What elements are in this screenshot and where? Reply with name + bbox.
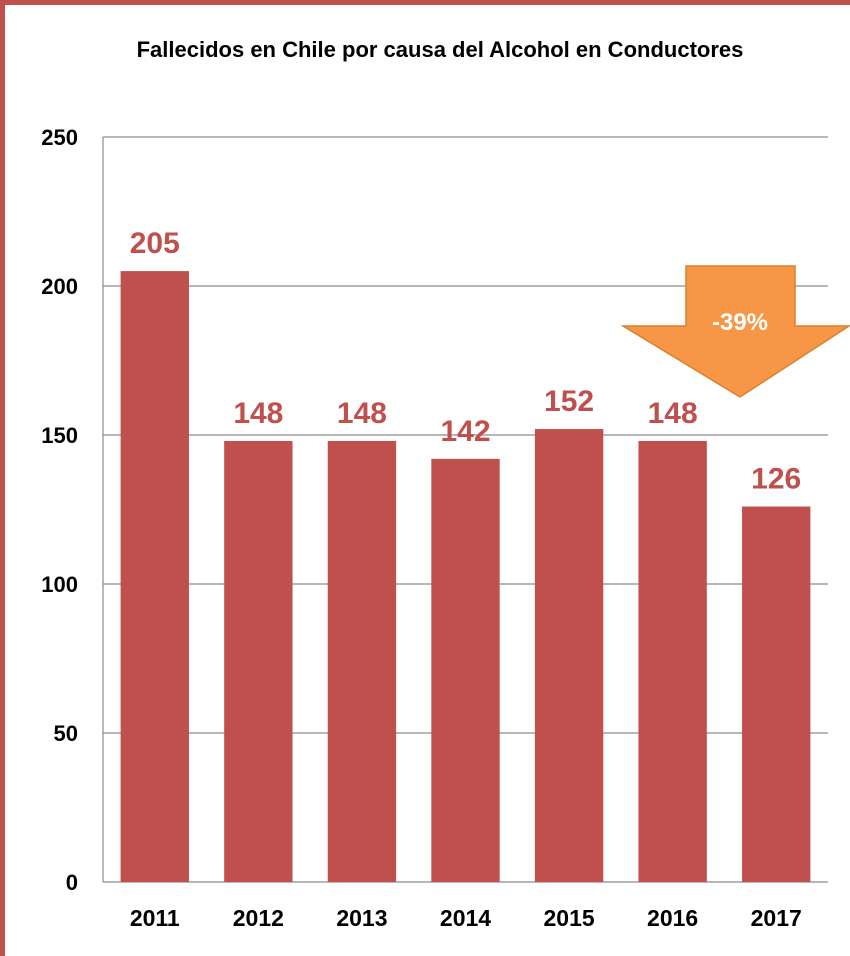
x-axis-ticks: 2011 2012 2013 2014 2015 2016 2017: [130, 905, 802, 931]
x-tick-label: 2014: [440, 905, 491, 931]
x-tick-label: 2013: [336, 905, 387, 931]
y-tick-label: 200: [41, 274, 78, 299]
down-arrow-icon: [620, 265, 850, 398]
x-tick-label: 2015: [543, 905, 594, 931]
bar: [742, 506, 811, 882]
data-labels: 205 148 148 142 152 148 126: [130, 227, 801, 495]
data-label: 152: [544, 385, 594, 418]
bars: [120, 271, 811, 883]
y-axis-ticks: 0 50 100 150 200 250: [41, 125, 78, 895]
x-tick-label: 2011: [130, 905, 180, 931]
y-tick-label: 100: [41, 572, 78, 597]
x-tick-label: 2016: [647, 905, 698, 931]
bar: [431, 458, 500, 882]
data-label: 148: [337, 397, 387, 430]
y-tick-label: 50: [54, 721, 78, 746]
y-tick-label: 250: [41, 125, 78, 150]
data-label: 148: [233, 397, 283, 430]
y-tick-label: 150: [41, 423, 78, 448]
x-tick-label: 2012: [233, 905, 284, 931]
annotation-label: -39%: [712, 309, 768, 336]
data-label: 142: [440, 415, 490, 448]
x-tick-label: 2017: [751, 905, 802, 931]
y-tick-label: 0: [66, 870, 78, 895]
bar: [120, 271, 189, 883]
chart-title: Fallecidos en Chile por causa del Alcoho…: [136, 37, 744, 62]
data-label: 148: [648, 397, 698, 430]
bar: [224, 440, 293, 882]
bar: [638, 440, 707, 882]
bar: [534, 429, 604, 882]
bar: [327, 440, 397, 882]
data-label: 126: [751, 463, 801, 496]
annotation: -39%: [620, 265, 850, 398]
data-label: 205: [130, 227, 180, 260]
